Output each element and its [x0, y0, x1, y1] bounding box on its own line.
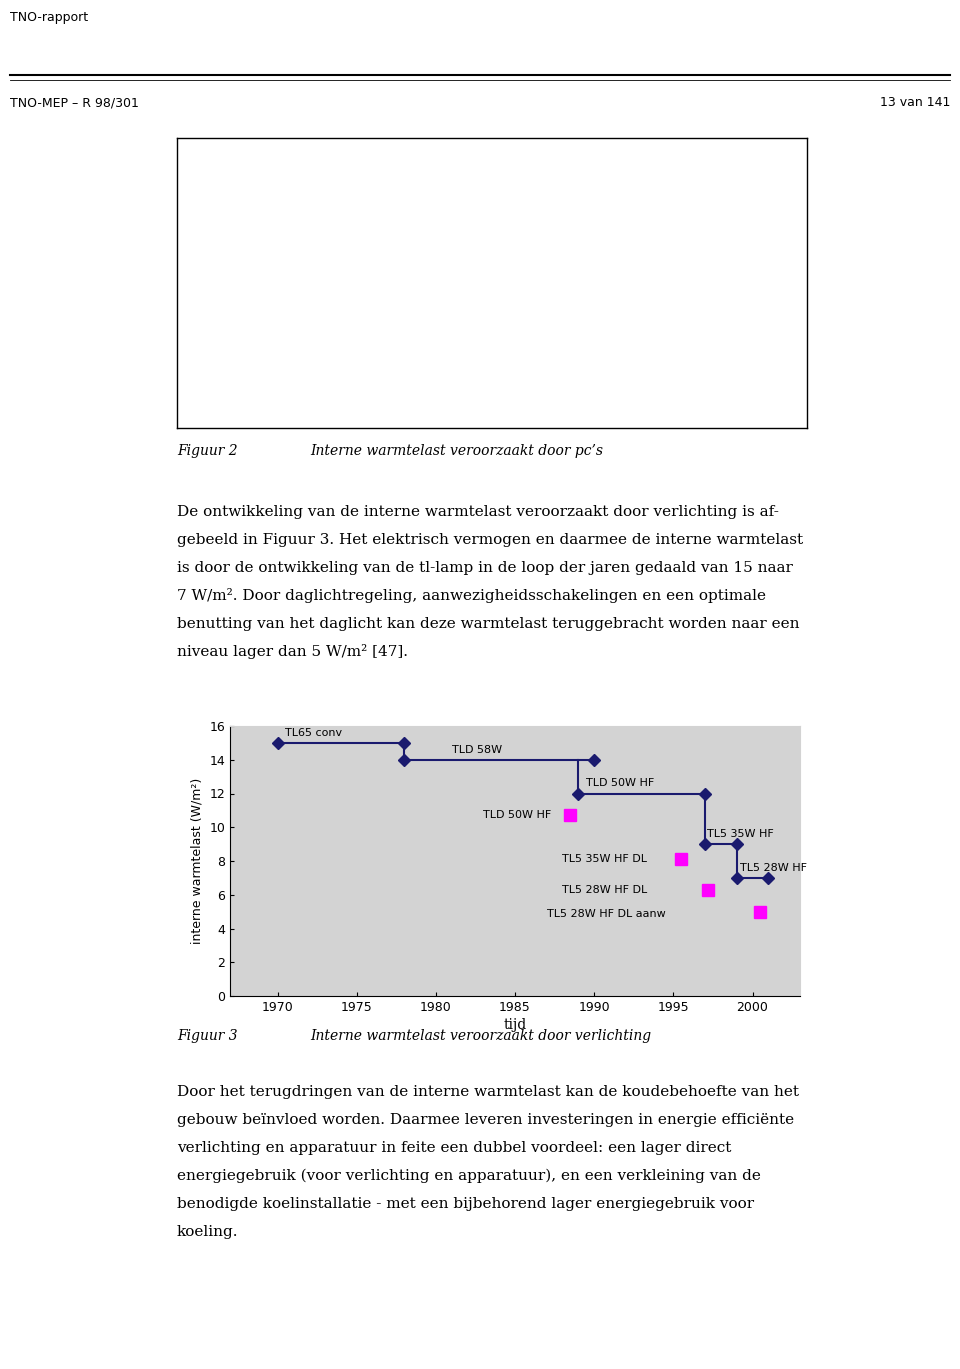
Text: TL5 28W HF DL: TL5 28W HF DL — [563, 884, 648, 895]
Text: TLD 50W HF: TLD 50W HF — [483, 810, 552, 820]
Text: TLD 50W HF: TLD 50W HF — [587, 779, 655, 789]
Text: TL5 28W HF: TL5 28W HF — [740, 862, 806, 873]
Text: Figuur 2: Figuur 2 — [177, 444, 238, 459]
Text: gebouw beïnvloed worden. Daarmee leveren investeringen in energie efficiënte: gebouw beïnvloed worden. Daarmee leveren… — [177, 1113, 794, 1127]
Text: gebeeld in Figuur 3. Het elektrisch vermogen en daarmee de interne warmtelast: gebeeld in Figuur 3. Het elektrisch verm… — [177, 533, 804, 546]
Text: benodigde koelinstallatie - met een bijbehorend lager energiegebruik voor: benodigde koelinstallatie - met een bijb… — [177, 1197, 755, 1210]
Text: benutting van het daglicht kan deze warmtelast teruggebracht worden naar een: benutting van het daglicht kan deze warm… — [177, 617, 800, 631]
Text: Interne warmtelast veroorzaakt door verlichting: Interne warmtelast veroorzaakt door verl… — [310, 1029, 651, 1043]
Text: energiegebruik (voor verlichting en apparatuur), en een verkleining van de: energiegebruik (voor verlichting en appa… — [177, 1169, 761, 1183]
Text: TNO-rapport: TNO-rapport — [10, 11, 87, 23]
Text: is door de ontwikkeling van de tl-lamp in de loop der jaren gedaald van 15 naar: is door de ontwikkeling van de tl-lamp i… — [177, 561, 793, 575]
Text: koeling.: koeling. — [177, 1225, 238, 1239]
Text: 7 W/m². Door daglichtregeling, aanwezigheidsschakelingen en een optimale: 7 W/m². Door daglichtregeling, aanwezigh… — [177, 589, 766, 604]
Text: TL65 conv: TL65 conv — [285, 728, 343, 738]
Text: 13 van 141: 13 van 141 — [880, 96, 950, 110]
Text: TL5 35W HF: TL5 35W HF — [707, 830, 774, 839]
Y-axis label: interne warmtelast (W/m²): interne warmtelast (W/m²) — [191, 778, 204, 945]
Text: TNO-MEP – R 98/301: TNO-MEP – R 98/301 — [10, 96, 138, 110]
Text: De ontwikkeling van de interne warmtelast veroorzaakt door verlichting is af-: De ontwikkeling van de interne warmtelas… — [177, 505, 779, 519]
Text: TL5 28W HF DL aanw: TL5 28W HF DL aanw — [546, 909, 665, 919]
X-axis label: tijd: tijd — [503, 1019, 527, 1032]
Text: Door het terugdringen van de interne warmtelast kan de koudebehoefte van het: Door het terugdringen van de interne war… — [177, 1084, 799, 1099]
Text: TL5 35W HF DL: TL5 35W HF DL — [563, 853, 647, 864]
Text: verlichting en apparatuur in feite een dubbel voordeel: een lager direct: verlichting en apparatuur in feite een d… — [177, 1140, 732, 1155]
Text: Interne warmtelast veroorzaakt door pc’s: Interne warmtelast veroorzaakt door pc’s — [310, 444, 603, 459]
Text: TLD 58W: TLD 58W — [451, 745, 502, 754]
Text: Figuur 3: Figuur 3 — [177, 1029, 238, 1043]
Text: niveau lager dan 5 W/m² [47].: niveau lager dan 5 W/m² [47]. — [177, 645, 408, 660]
